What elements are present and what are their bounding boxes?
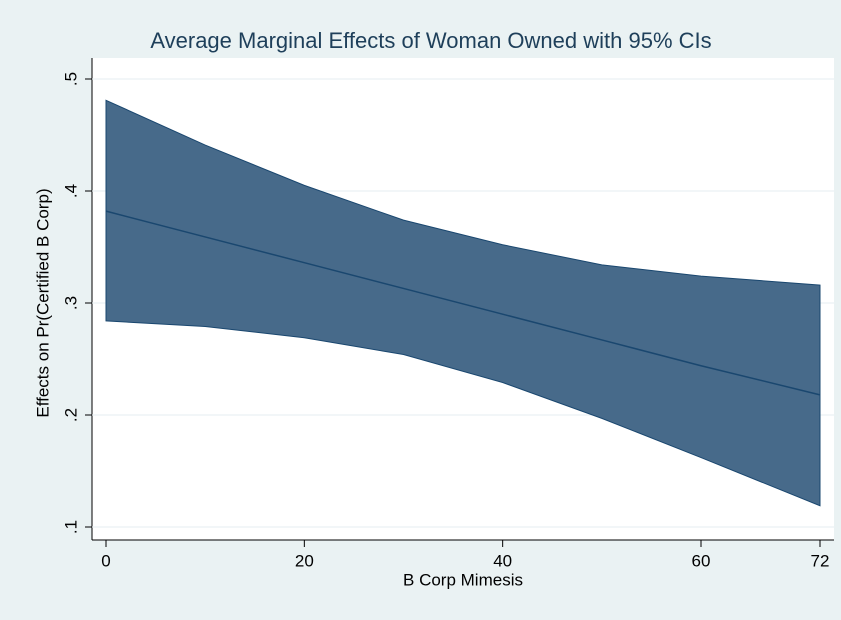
y-axis-title: Effects on Pr(Certified B Corp) — [33, 188, 52, 417]
x-tick-label: 40 — [493, 551, 512, 570]
y-tick-label: .4 — [61, 184, 80, 198]
y-tick-label: .3 — [61, 296, 80, 310]
y-tick-label: .1 — [61, 520, 80, 534]
y-tick-label: .2 — [61, 408, 80, 422]
chart-title: Average Marginal Effects of Woman Owned … — [150, 28, 711, 53]
x-tick-label: 0 — [101, 551, 110, 570]
y-tick-label: .5 — [61, 72, 80, 86]
x-tick-label: 60 — [692, 551, 711, 570]
x-axis-title: B Corp Mimesis — [403, 570, 523, 589]
x-tick-label: 72 — [811, 551, 830, 570]
estimate-line — [105, 210, 821, 396]
x-tick-label: 20 — [295, 551, 314, 570]
ci-band — [105, 99, 821, 507]
